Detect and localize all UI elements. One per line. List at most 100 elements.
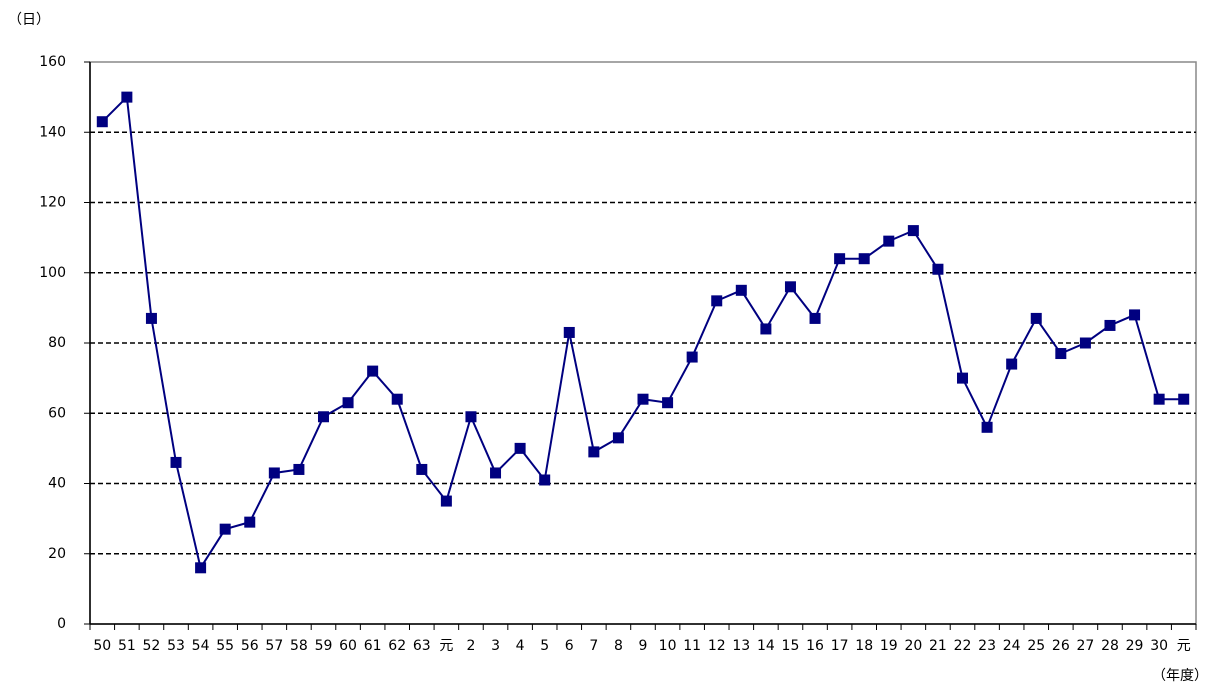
x-tick-label: 60	[339, 638, 357, 654]
x-tick-label: 元	[1177, 638, 1191, 654]
x-tick-label: 5	[540, 638, 549, 654]
y-tick-label: 160	[39, 54, 66, 70]
y-tick-label: 80	[48, 335, 66, 351]
y-tick-label: 60	[48, 405, 66, 421]
marker	[367, 365, 379, 377]
marker	[317, 411, 329, 423]
marker	[1104, 319, 1116, 331]
marker	[1079, 337, 1091, 349]
marker	[662, 397, 674, 409]
marker	[1129, 309, 1141, 321]
y-tick-label: 40	[48, 476, 66, 492]
marker	[981, 421, 993, 433]
marker	[883, 235, 895, 247]
x-tick-label: 62	[388, 638, 406, 654]
marker	[293, 463, 305, 475]
x-tick-label: 53	[167, 638, 185, 654]
marker	[440, 495, 452, 507]
y-tick-label: 20	[48, 546, 66, 562]
x-tick-label: 59	[315, 638, 333, 654]
marker	[490, 467, 502, 479]
marker	[858, 253, 870, 265]
marker	[760, 323, 772, 335]
x-tick-label: 25	[1027, 638, 1045, 654]
y-tick-label: 100	[39, 265, 66, 281]
line	[101, 94, 1184, 571]
x-tick-label: 4	[516, 638, 525, 654]
x-tick-label: 29	[1126, 638, 1144, 654]
marker	[932, 263, 944, 275]
x-tick-label: 22	[954, 638, 972, 654]
marker	[563, 326, 575, 338]
x-tick-label: 10	[659, 638, 677, 654]
x-tick-label: 28	[1101, 638, 1119, 654]
x-tick-label: 63	[413, 638, 431, 654]
x-tick-label: 55	[216, 638, 234, 654]
x-tick-label: 3	[491, 638, 500, 654]
marker	[342, 397, 354, 409]
marker	[834, 253, 846, 265]
marker	[195, 562, 207, 574]
marker	[784, 281, 796, 293]
marker	[588, 446, 600, 458]
x-tick-label: 56	[241, 638, 259, 654]
x-tick-label: 7	[589, 638, 598, 654]
marker	[735, 284, 747, 296]
x-tick-label: 51	[118, 638, 136, 654]
x-tick-label: 61	[364, 638, 382, 654]
y-tick-label: 140	[39, 124, 66, 140]
marker	[1055, 348, 1067, 360]
x-tick-label: 12	[708, 638, 726, 654]
x-tick-label: 8	[614, 638, 623, 654]
x-tick-label: 26	[1052, 638, 1070, 654]
marker	[465, 411, 477, 423]
x-tick-label: 20	[904, 638, 922, 654]
marker	[907, 225, 919, 237]
x-tick-label: 54	[192, 638, 210, 654]
x-tick-label: 17	[831, 638, 849, 654]
x-tick-label: 57	[265, 638, 283, 654]
marker	[145, 312, 157, 324]
x-tick-label: 23	[978, 638, 996, 654]
marker	[170, 456, 182, 468]
x-tick-label: 13	[732, 638, 750, 654]
x-tick-label: 24	[1003, 638, 1021, 654]
x-tick-label: 21	[929, 638, 947, 654]
marker	[686, 351, 698, 363]
marker	[416, 463, 428, 475]
x-tick-label: 19	[880, 638, 898, 654]
x-tick-label: 30	[1150, 638, 1168, 654]
x-tick-label: 元	[439, 638, 453, 654]
marker	[957, 372, 969, 384]
marker	[1030, 312, 1042, 324]
x-tick-label: 16	[806, 638, 824, 654]
x-tick-label: 52	[143, 638, 161, 654]
x-tick-label: 6	[565, 638, 574, 654]
marker	[809, 312, 821, 324]
marker	[96, 116, 108, 128]
x-tick-label: 9	[639, 638, 648, 654]
marker	[219, 523, 231, 535]
marker	[1178, 393, 1190, 405]
marker	[612, 432, 624, 444]
marker	[637, 393, 649, 405]
marker	[1006, 358, 1018, 370]
marker	[121, 91, 133, 103]
x-tick-label: 18	[855, 638, 873, 654]
x-tick-label: 14	[757, 638, 775, 654]
y-axis-label: （日）	[8, 12, 50, 28]
marker	[1153, 393, 1165, 405]
x-axis-label: （年度）	[1152, 668, 1208, 684]
x-tick-label: 27	[1076, 638, 1094, 654]
y-tick-label: 120	[39, 195, 66, 211]
x-tick-label: 11	[683, 638, 701, 654]
marker	[391, 393, 403, 405]
marker	[268, 467, 280, 479]
marker	[244, 516, 256, 528]
x-tick-label: 15	[782, 638, 800, 654]
x-tick-label: 50	[93, 638, 111, 654]
marker	[514, 442, 526, 454]
y-tick-label: 0	[57, 616, 66, 632]
marker	[539, 474, 551, 486]
